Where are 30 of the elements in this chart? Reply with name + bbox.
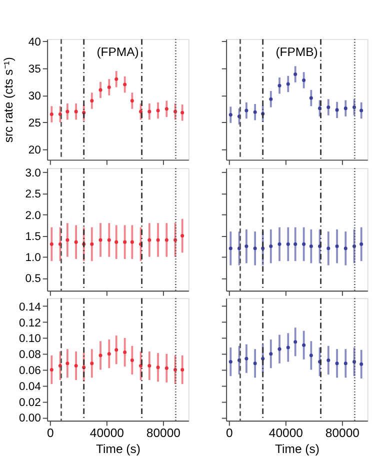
y-tick-label: 0.06 — [18, 364, 41, 377]
y-tick-label: 35 — [28, 64, 41, 76]
y-tick-label: 1.5 — [25, 230, 41, 243]
x-tick-label: 40000 — [268, 426, 304, 440]
x-tick-label: 0 — [226, 426, 233, 440]
y-tick-label: 0.08 — [18, 349, 41, 362]
y-tick-label: 3.0 — [25, 168, 41, 180]
y-tick-label: 0.04 — [18, 380, 41, 393]
annotation: (FPMA) — [96, 45, 139, 60]
y-tick-label: 1.0 — [25, 252, 41, 264]
y-tick-label: 0.02 — [18, 396, 41, 409]
y-tick-label: 20 — [28, 144, 41, 157]
y-tick-label: 0.14 — [18, 301, 41, 314]
y-axis-title: src rate (cts s⁻¹) — [2, 57, 16, 143]
x-tick-label: 80000 — [146, 426, 181, 440]
y-tick-label: 2.0 — [25, 210, 41, 222]
y-tick-label: 0.10 — [18, 333, 41, 346]
y-tick-label: 25 — [28, 118, 41, 130]
y-tick-label: 0.00 — [18, 412, 41, 425]
x-tick-label: 40000 — [90, 426, 124, 440]
x-tick-label: 0 — [46, 426, 54, 440]
annotation: (FPMB) — [276, 45, 318, 60]
y-tick-label: 40 — [28, 36, 41, 49]
y-tick-label: 0.5 — [25, 273, 41, 286]
x-axis-title: Time (s) — [275, 442, 320, 456]
y-tick-label: 0.12 — [18, 317, 41, 330]
y-tick-label: 2.5 — [25, 188, 41, 201]
x-tick-label: 80000 — [325, 426, 360, 440]
y-tick-label: 30 — [28, 90, 41, 103]
x-axis-title: Time (s) — [96, 442, 140, 456]
